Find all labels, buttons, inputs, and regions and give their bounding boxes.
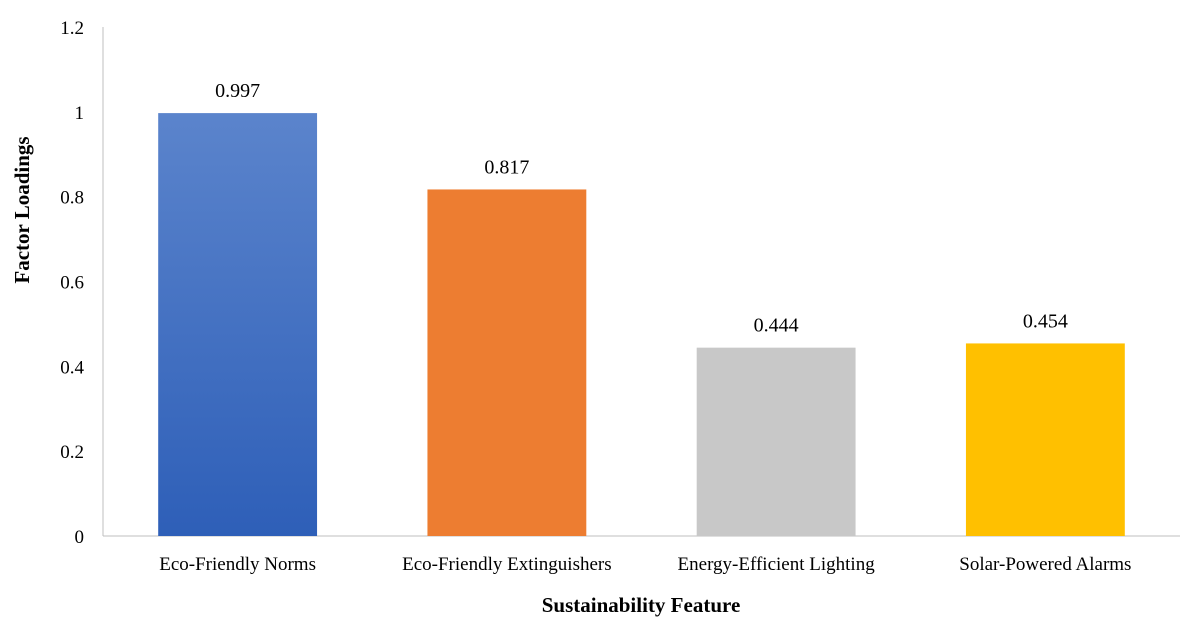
y-tick-labels: 0 0.2 0.4 0.6 0.8 1 1.2 <box>60 18 84 548</box>
y-tick-label: 0.4 <box>60 357 84 378</box>
y-tick-label: 0.8 <box>60 188 84 209</box>
bar <box>427 189 587 537</box>
y-axis-title: Factor Loadings <box>10 136 34 283</box>
category-label: Energy-Efficient Lighting <box>678 554 876 575</box>
y-tick-label: 0.6 <box>60 273 84 294</box>
bar <box>965 343 1125 536</box>
y-tick-label: 0 <box>75 527 85 548</box>
data-label: 0.997 <box>215 80 260 102</box>
category-label: Eco-Friendly Norms <box>159 554 316 575</box>
bar <box>696 347 856 536</box>
category-label: Solar-Powered Alarms <box>959 554 1131 575</box>
category-label: Eco-Friendly Extinguishers <box>402 554 612 575</box>
bar <box>158 113 318 536</box>
x-axis-title: Sustainability Feature <box>542 593 741 617</box>
y-tick-label: 0.2 <box>60 442 84 463</box>
data-label: 0.444 <box>754 315 799 337</box>
data-label: 0.817 <box>484 156 529 178</box>
y-tick-label: 1 <box>75 103 85 124</box>
data-label: 0.454 <box>1023 310 1068 332</box>
category-labels: Eco-Friendly Norms Eco-Friendly Extinguis… <box>159 554 1131 575</box>
bars <box>158 113 1125 537</box>
data-labels: 0.997 0.817 0.444 0.454 <box>215 80 1068 337</box>
y-tick-label: 1.2 <box>60 18 84 39</box>
